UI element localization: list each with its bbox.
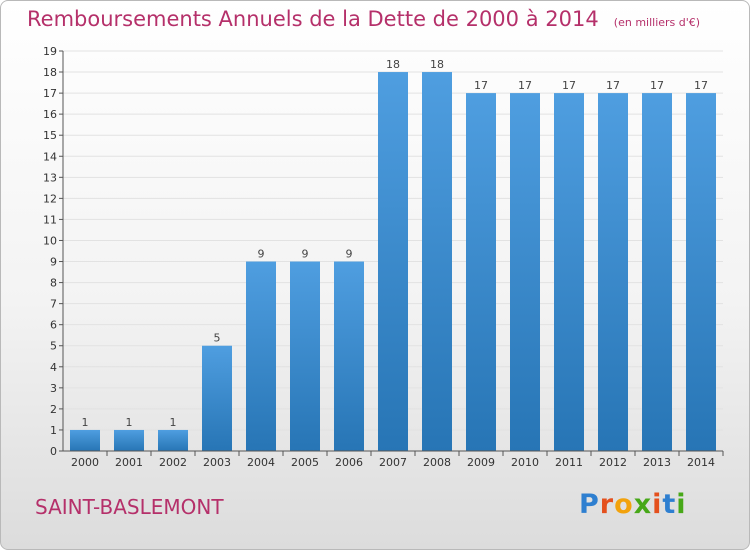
x-tick-label: 2011 (555, 456, 583, 469)
data-label: 17 (518, 79, 532, 92)
chart-unit-label: (en milliers d'€) (613, 16, 701, 29)
data-label: 5 (214, 332, 221, 345)
data-label: 9 (258, 248, 265, 261)
bar (510, 93, 540, 452)
bar (70, 429, 100, 451)
y-tick-label: 17 (43, 87, 57, 100)
y-tick-label: 15 (43, 129, 57, 142)
x-tick-label: 2000 (71, 456, 99, 469)
y-tick-label: 9 (50, 256, 57, 269)
chart-title-text: Remboursements Annuels de la Dette de 20… (27, 7, 599, 31)
bar (422, 72, 452, 451)
y-tick-label: 6 (50, 319, 57, 332)
data-label: 17 (694, 79, 708, 92)
logo-letter: i (676, 489, 687, 520)
bar (378, 72, 408, 451)
y-tick-label: 4 (50, 361, 57, 374)
y-tick-label: 10 (43, 234, 57, 247)
logo-letter: i (652, 489, 663, 520)
x-tick-label: 2006 (335, 456, 363, 469)
y-tick-label: 14 (43, 150, 57, 163)
data-labels: 1 1 1 5 9 9 9 18 18 17 17 17 17 17 17 (82, 58, 709, 429)
bar (334, 261, 364, 451)
bar (554, 93, 584, 452)
y-tick-label: 5 (50, 340, 57, 353)
x-tick-label: 2004 (247, 456, 275, 469)
x-tick-label: 2001 (115, 456, 143, 469)
y-tick-label: 8 (50, 277, 57, 290)
data-label: 17 (650, 79, 664, 92)
commune-name: SAINT-BASLEMONT (35, 495, 224, 519)
bar (114, 429, 144, 451)
x-tick-label: 2013 (643, 456, 671, 469)
y-tick-label: 0 (50, 445, 57, 458)
y-tick-label: 18 (43, 66, 57, 79)
data-label: 1 (82, 416, 89, 429)
data-label: 9 (346, 248, 353, 261)
data-label: 17 (606, 79, 620, 92)
y-tick-label: 2 (50, 403, 57, 416)
bar (202, 345, 232, 451)
data-label: 18 (386, 58, 400, 71)
y-tick-label: 12 (43, 192, 57, 205)
x-tick-label: 2005 (291, 456, 319, 469)
y-tick-label: 11 (43, 213, 57, 226)
x-tick-label: 2003 (203, 456, 231, 469)
data-label: 17 (474, 79, 488, 92)
y-tick-label: 1 (50, 424, 57, 437)
data-label: 1 (126, 416, 133, 429)
x-tick-label: 2009 (467, 456, 495, 469)
logo-letter: t (662, 489, 677, 520)
bar (598, 93, 628, 452)
y-tick-label: 7 (50, 298, 57, 311)
y-tick-label: 3 (50, 382, 57, 395)
data-label: 17 (562, 79, 576, 92)
y-tick-label: 19 (43, 45, 57, 58)
logo-letter: o (614, 489, 634, 520)
bars (70, 72, 716, 452)
x-tick-label: 2008 (423, 456, 451, 469)
bar (642, 93, 672, 452)
chart-title: Remboursements Annuels de la Dette de 20… (27, 7, 700, 31)
y-tick-label: 13 (43, 171, 57, 184)
data-label: 1 (170, 416, 177, 429)
bar (686, 93, 716, 452)
logo-letter: r (599, 489, 615, 520)
x-tick-label: 2012 (599, 456, 627, 469)
bar (246, 261, 276, 451)
bar (290, 261, 320, 451)
logo-letter: P (579, 489, 600, 520)
bar (158, 429, 188, 451)
data-label: 9 (302, 248, 309, 261)
bar (466, 93, 496, 452)
data-label: 18 (430, 58, 444, 71)
x-tick-label: 2010 (511, 456, 539, 469)
proxiti-logo: Proxiti (579, 489, 687, 520)
x-tick-label: 2002 (159, 456, 187, 469)
logo-letter: x (633, 489, 653, 520)
x-tick-label: 2007 (379, 456, 407, 469)
y-tick-label: 16 (43, 108, 57, 121)
x-tick-label: 2014 (687, 456, 715, 469)
